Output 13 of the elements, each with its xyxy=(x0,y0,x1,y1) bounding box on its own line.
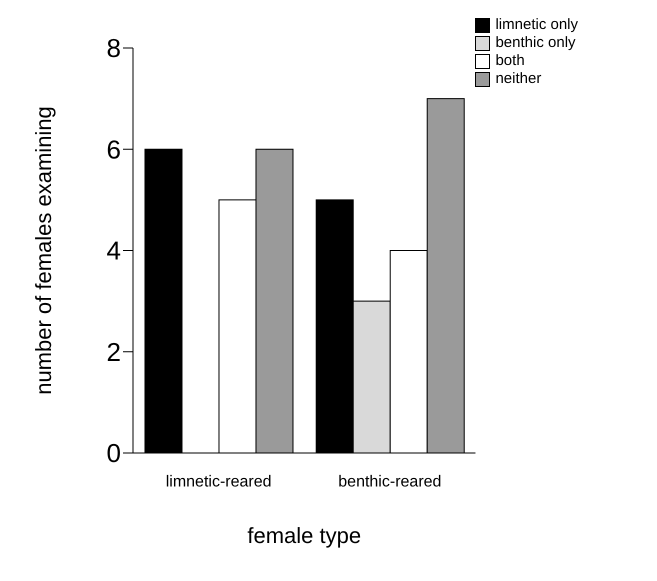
x-tick-label: benthic-reared xyxy=(338,473,442,490)
legend-label: neither xyxy=(495,70,542,88)
y-tick-label: 2 xyxy=(106,336,121,367)
legend-label: limnetic only xyxy=(495,16,578,34)
x-tick-label: limnetic-reared xyxy=(166,473,272,490)
y-axis-title: number of females examining xyxy=(30,106,56,395)
y-tick-label: 4 xyxy=(106,236,121,266)
legend-label: benthic only xyxy=(495,34,576,52)
y-tick-label: 6 xyxy=(106,134,121,164)
x-axis-title: female type xyxy=(247,523,362,548)
legend-label: both xyxy=(495,52,525,70)
y-tick-label: 8 xyxy=(106,33,121,64)
y-tick-label: 0 xyxy=(106,438,121,468)
